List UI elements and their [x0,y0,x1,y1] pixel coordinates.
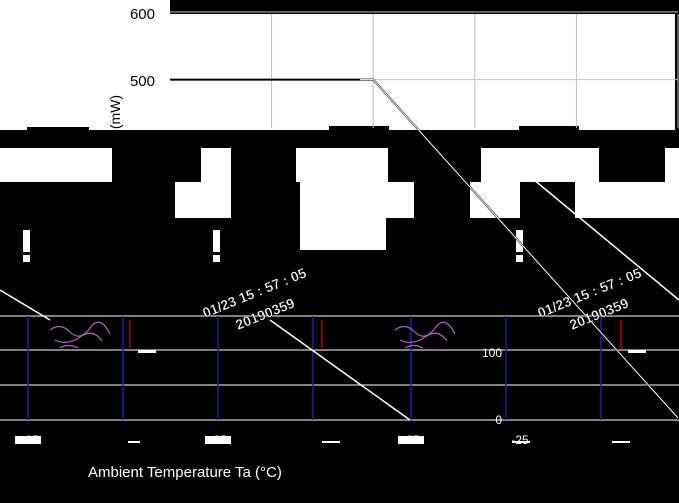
y-axis-title-fragment: Power Dissipatio [229,180,245,284]
y-tick-label-partial: 400 [159,139,184,156]
x-axis-title: Ambient Temperature Ta (°C) [88,464,282,481]
grid-lines [170,11,679,128]
x-tick-label: -25 [209,433,227,447]
series-line-echo [170,79,679,419]
x-tick-label: -25 [21,433,39,447]
y-tick-label: 400 [267,205,292,222]
series-layer [170,78,679,419]
y-tick-label: 0 [495,413,502,427]
x-tick-label: -25 [511,433,529,447]
y-tick-label: 600 [130,6,155,23]
y-axis-title: (mW) [107,95,123,129]
y-tick-label: 500 [130,73,155,90]
x-tick-label: -25 [402,433,420,447]
y-tick-label: 100 [482,346,502,360]
